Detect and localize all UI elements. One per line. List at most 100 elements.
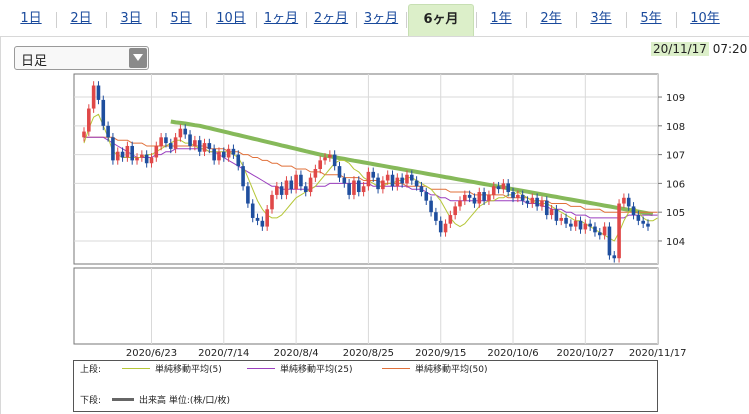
tab-label: 1年 <box>490 11 512 26</box>
candle-body <box>395 177 400 187</box>
candle-body <box>279 186 284 195</box>
tab-3[interactable]: 3日 <box>108 4 154 36</box>
panel-border <box>0 36 1 414</box>
candle-body <box>106 125 110 138</box>
candle-body <box>361 186 366 193</box>
tab-label: 10日 <box>216 11 246 26</box>
chevron-down-icon[interactable] <box>129 48 147 68</box>
tab-1[interactable]: 1日 <box>8 4 54 36</box>
x-tick-label: 2020/10/27 <box>557 348 615 359</box>
candle-body <box>448 215 453 224</box>
last-update-timestamp: 20/11/17 07:20 <box>651 40 747 58</box>
candle-body <box>125 145 130 158</box>
candle-body <box>569 223 573 227</box>
y-tick-label: 106 <box>666 179 685 190</box>
candle-body <box>328 154 332 158</box>
candle-body <box>111 137 115 161</box>
candle-body <box>236 154 241 167</box>
tab-label: 2ヶ月 <box>313 11 349 26</box>
candle-body <box>564 217 568 224</box>
legend-lower-label: 下段: <box>80 396 102 406</box>
candle-body <box>477 192 482 204</box>
candle-body <box>544 200 549 216</box>
candle-body <box>284 180 289 195</box>
tab-10[interactable]: 1年 <box>478 4 524 36</box>
x-tick-label: 2020/8/4 <box>274 348 319 359</box>
timestamp-date: 20/11/17 <box>651 42 709 56</box>
candle-body <box>342 177 347 184</box>
candle-body <box>140 154 144 158</box>
tab-2[interactable]: 2日 <box>58 4 104 36</box>
legend-item-volume: 出来高 単位:(株/口/枚) <box>112 394 230 408</box>
candle-body <box>135 157 139 161</box>
x-tick-label: 2020/8/25 <box>343 348 394 359</box>
legend-swatch-ma50 <box>382 368 410 369</box>
candle-body <box>438 220 443 233</box>
candle-body <box>467 194 472 198</box>
candle-body <box>511 192 515 198</box>
tab-5[interactable]: 10日 <box>208 4 254 36</box>
candle-body <box>583 223 588 230</box>
candle-body <box>520 194 525 201</box>
tab-12[interactable]: 3年 <box>578 4 624 36</box>
candle-body <box>405 174 409 184</box>
tab-divider <box>56 12 57 28</box>
period-select[interactable]: 日足 <box>14 46 149 70</box>
candle-body <box>414 180 419 187</box>
candle-body <box>212 148 216 161</box>
x-tick-label: 2020/9/15 <box>415 348 466 359</box>
tab-divider <box>476 12 477 28</box>
candle-body <box>419 186 424 193</box>
tab-divider <box>256 12 257 28</box>
tab-label: 2日 <box>70 11 92 26</box>
candle-body <box>250 203 255 218</box>
tab-label: 3年 <box>590 11 612 26</box>
tab-4[interactable]: 5日 <box>158 4 204 36</box>
ma50-line <box>84 136 658 213</box>
tab-6[interactable]: 1ヶ月 <box>258 4 304 36</box>
legend-lower-row: 下段: 出来高 単位:(株/口/枚) <box>80 394 230 408</box>
candle-body <box>559 217 564 221</box>
candle-body <box>390 174 395 187</box>
candle-body <box>424 192 429 201</box>
candle-body <box>221 151 226 158</box>
candle-body <box>159 137 163 146</box>
candle-body <box>332 154 337 167</box>
candle-body <box>87 108 91 132</box>
tab-13[interactable]: 5年 <box>628 4 674 36</box>
tab-11[interactable]: 2年 <box>528 4 574 36</box>
candle-body <box>429 200 433 213</box>
candle-body <box>207 143 212 149</box>
candle-body <box>530 197 535 204</box>
tab-label: 2年 <box>540 11 562 26</box>
legend-swatch-ma5 <box>122 368 150 369</box>
candle-body <box>458 200 462 207</box>
legend-label-ma50: 単純移動平均(50) <box>415 365 488 375</box>
candle-body <box>154 145 159 158</box>
candle-body <box>409 174 414 181</box>
candle-body <box>226 148 231 158</box>
legend-swatch-volume <box>112 398 134 401</box>
tab-8[interactable]: 3ヶ月 <box>358 4 404 36</box>
volume-panel <box>73 267 659 345</box>
candle-body <box>453 206 457 216</box>
tab-14[interactable]: 10年 <box>678 4 732 36</box>
legend-item-ma25: 単純移動平均(25) <box>247 363 352 377</box>
x-tick-label: 2020/6/23 <box>126 348 177 359</box>
tab-7[interactable]: 2ヶ月 <box>308 4 354 36</box>
candle-body <box>646 223 650 227</box>
candle-body <box>303 186 308 193</box>
x-tick-label: 2020/7/14 <box>198 348 249 359</box>
candle-body <box>636 215 641 221</box>
tab-divider <box>576 12 577 28</box>
candle-body <box>607 226 612 256</box>
candle-body <box>82 131 86 138</box>
tab-divider <box>526 12 527 28</box>
candle-body <box>501 183 506 190</box>
tab-divider <box>626 12 627 28</box>
tab-9[interactable]: 6ヶ月 <box>408 4 474 36</box>
candle-body <box>443 223 448 233</box>
tab-label: 1ヶ月 <box>263 11 299 26</box>
price-chart: 2020/6/23 2020/7/14 2020/8/4 2020/8/25 2020/… <box>73 73 686 359</box>
candle-body <box>641 220 645 224</box>
